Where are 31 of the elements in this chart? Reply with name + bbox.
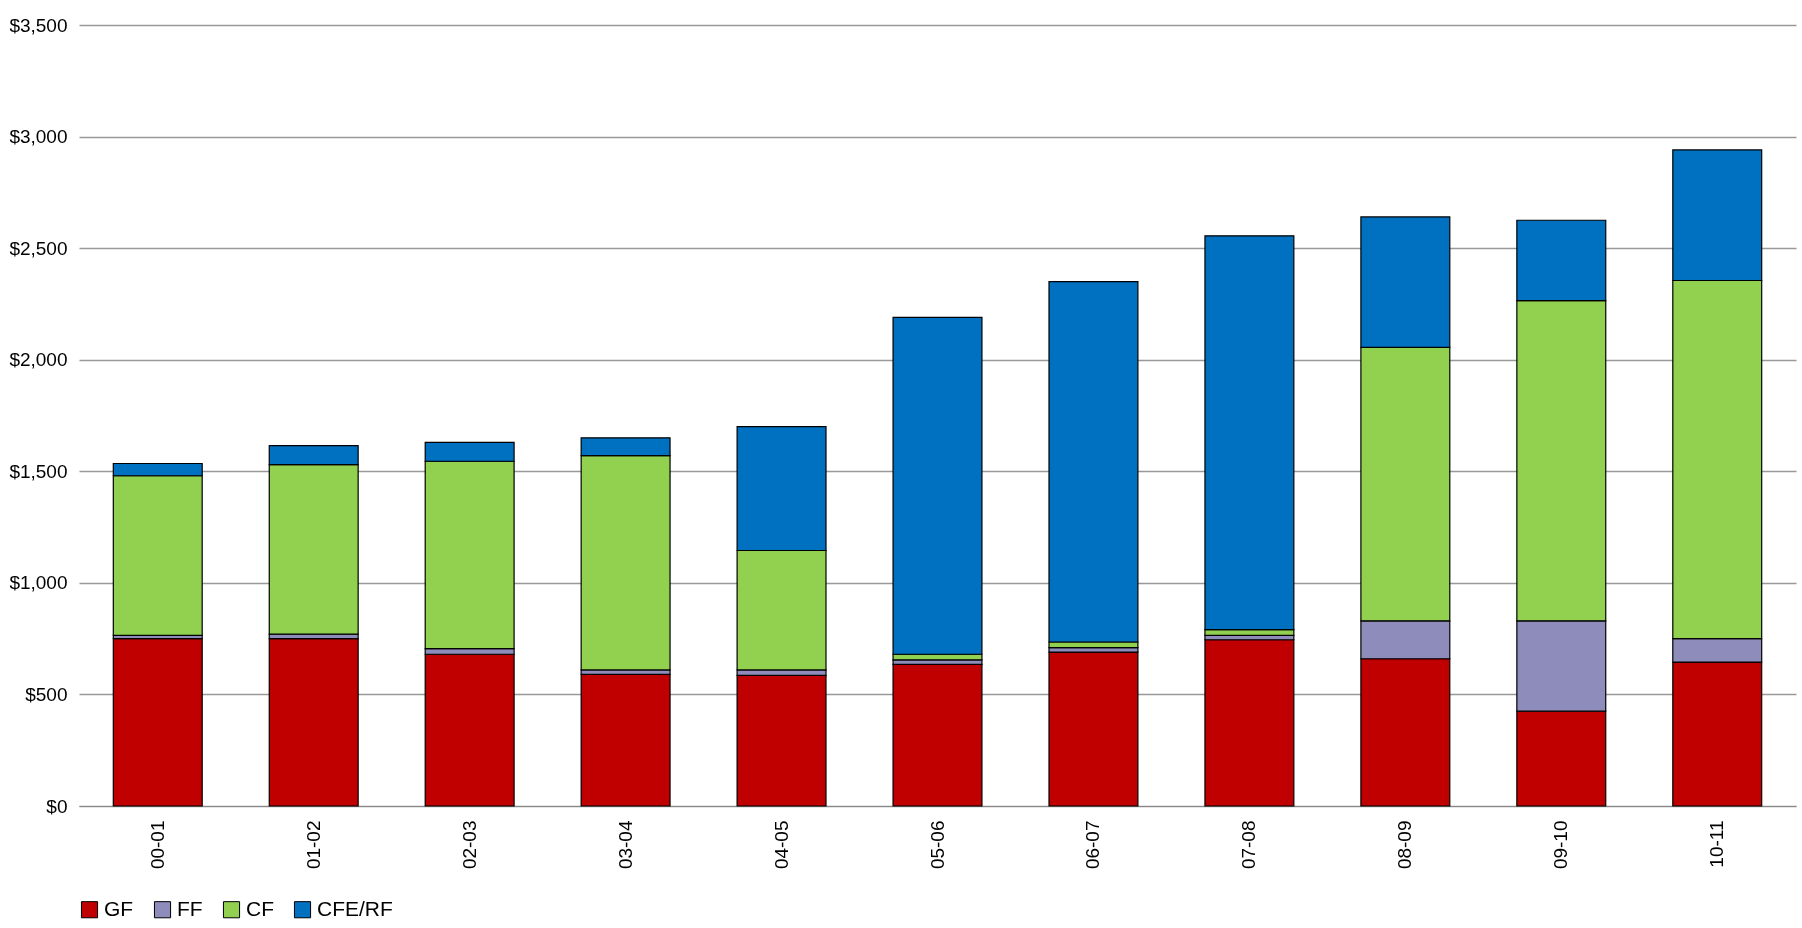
bar bbox=[1048, 651, 1139, 807]
y-tick-label: $3,500 bbox=[9, 14, 68, 36]
x-tick-label: 01-02 bbox=[302, 820, 324, 870]
legend-label: FF bbox=[177, 896, 203, 920]
x-tick-label: 10-11 bbox=[1706, 820, 1728, 868]
x-tick-label: 04-05 bbox=[770, 820, 792, 870]
bar bbox=[1204, 639, 1295, 807]
bar bbox=[736, 674, 827, 807]
x-tick-label: 06-07 bbox=[1082, 820, 1104, 870]
y-tick-label: $2,500 bbox=[9, 237, 68, 259]
x-tick-label: 07-08 bbox=[1238, 820, 1260, 870]
y-tick-label: $3,000 bbox=[9, 126, 68, 148]
x-tick-label: 00-01 bbox=[146, 820, 168, 870]
x-tick-label: 05-06 bbox=[926, 820, 948, 870]
y-tick-label: $1,500 bbox=[9, 460, 68, 482]
legend-label: CFE/RF bbox=[317, 896, 393, 920]
y-tick-label: $0 bbox=[46, 795, 68, 817]
y-tick-label: $2,000 bbox=[9, 349, 68, 371]
bar bbox=[424, 653, 515, 807]
bar bbox=[580, 673, 671, 807]
x-tick-label: 02-03 bbox=[458, 820, 480, 870]
y-tick-label: $1,000 bbox=[9, 572, 68, 594]
legend-label: GF bbox=[104, 896, 134, 920]
legend-label: CF bbox=[246, 896, 274, 920]
bar bbox=[892, 663, 983, 807]
bar bbox=[268, 638, 359, 807]
y-tick-label: $500 bbox=[25, 683, 68, 705]
x-tick-label: 03-04 bbox=[614, 820, 636, 870]
bar bbox=[112, 638, 203, 807]
x-tick-label: 08-09 bbox=[1394, 820, 1416, 870]
x-tick-label: 09-10 bbox=[1550, 820, 1572, 870]
